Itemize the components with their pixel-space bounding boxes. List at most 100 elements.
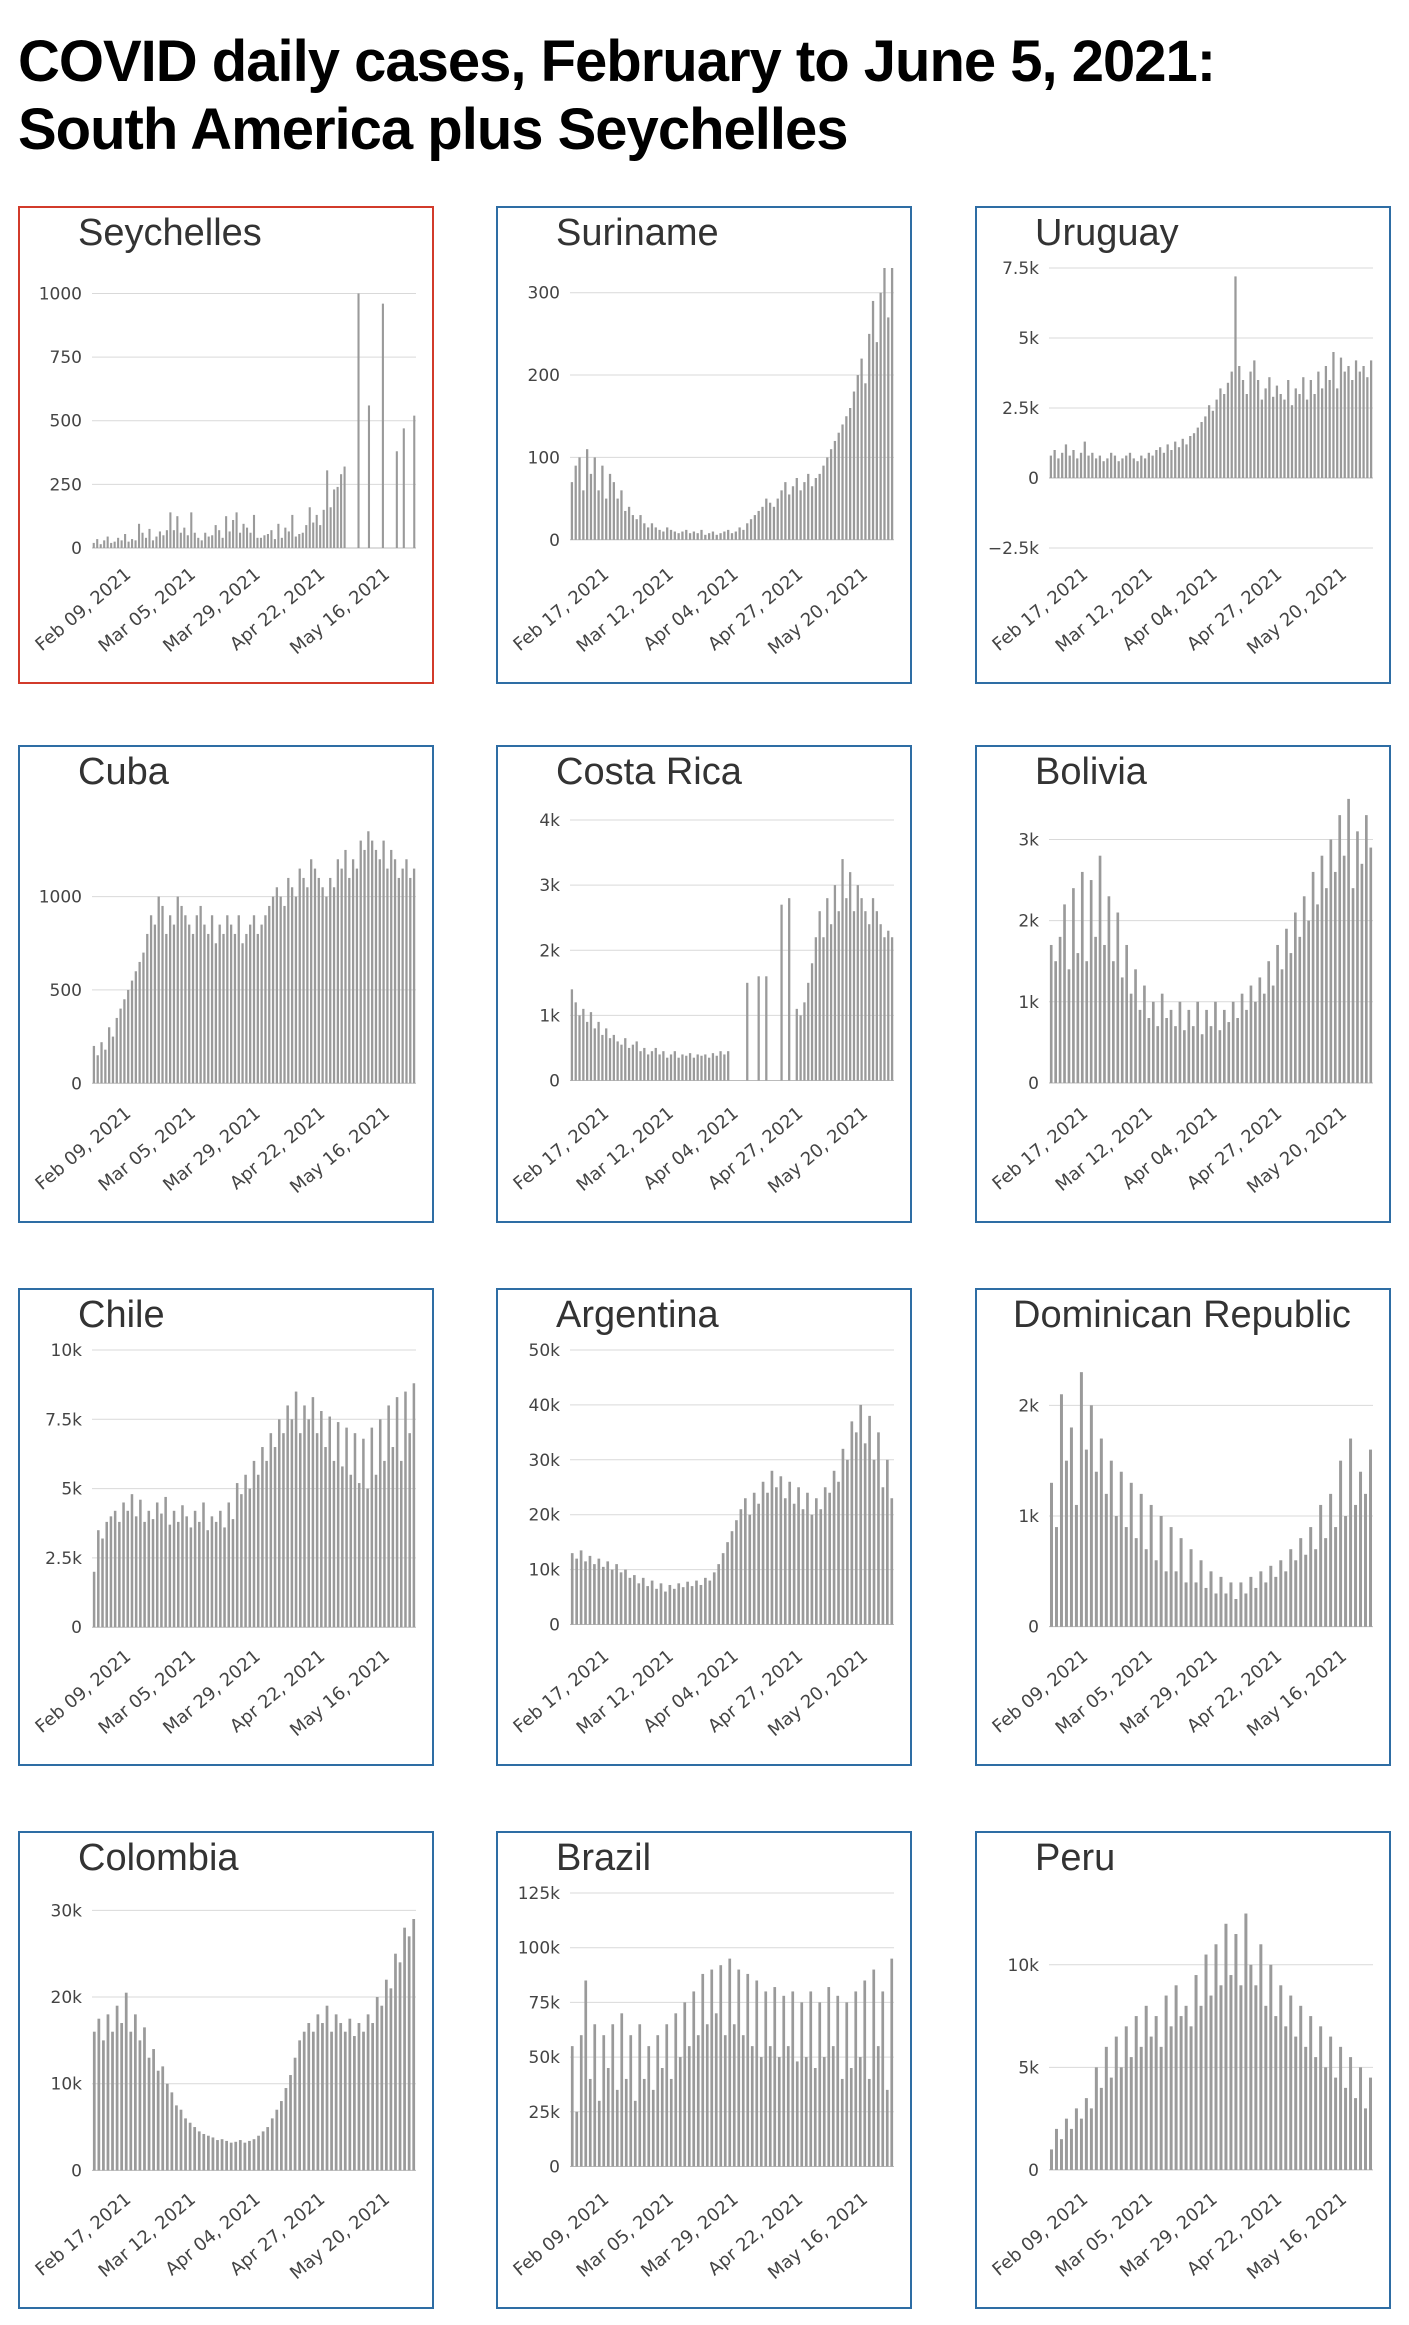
bar (1272, 396, 1275, 478)
bar (1236, 1018, 1239, 1083)
bar (401, 868, 404, 1084)
bar (1320, 855, 1324, 1083)
bar (810, 963, 814, 1081)
bar (97, 2018, 101, 2171)
bar (1294, 2036, 1298, 2170)
bar (1200, 422, 1203, 478)
bar (683, 2002, 687, 2167)
bar (643, 523, 646, 540)
bar (207, 933, 210, 1084)
bar (1222, 1009, 1226, 1083)
bar (144, 537, 148, 548)
bar (868, 1415, 871, 1625)
bar (348, 877, 351, 1084)
bar (624, 1569, 627, 1625)
bar (158, 531, 161, 548)
bar (868, 924, 871, 1081)
y-tick-label: 4k (539, 811, 560, 831)
bar (845, 898, 848, 1081)
chart-panel-colombia: 0 10k 20k 30k Feb 17, 2021 Mar 12, 2021 Apr 04… (18, 1831, 434, 2309)
bar (329, 877, 332, 1084)
bar (165, 933, 168, 1084)
bar (317, 877, 320, 1084)
bar (1068, 455, 1071, 478)
bar (605, 498, 608, 540)
bar (185, 1516, 188, 1628)
bar (1049, 2149, 1053, 2170)
bar (389, 1988, 393, 2171)
bar (658, 1054, 661, 1081)
bar (1231, 1001, 1235, 1083)
y-tick-label: 50k (529, 1341, 561, 1361)
bar (259, 537, 263, 548)
bar (1218, 1030, 1222, 1083)
bar (860, 358, 863, 540)
bar (872, 1969, 876, 2167)
bar (113, 1510, 117, 1628)
bar (696, 2035, 700, 2167)
bar (197, 2131, 201, 2171)
bar (186, 535, 189, 548)
bar (1304, 1554, 1308, 1627)
bar (809, 1991, 813, 2167)
bar (856, 375, 859, 540)
bar (597, 1021, 600, 1081)
bar (871, 898, 875, 1081)
bar (203, 924, 206, 1084)
y-tick-label: 7.5k (45, 1410, 82, 1430)
bar (1269, 1964, 1273, 2170)
bar (810, 1514, 814, 1625)
bar (1254, 1587, 1258, 1627)
bar (1214, 1593, 1218, 1627)
bar (1169, 1009, 1173, 1083)
bar (692, 1991, 696, 2167)
bar (1194, 1582, 1198, 1627)
bar (339, 2023, 343, 2171)
bar (263, 535, 266, 548)
bar (172, 924, 176, 1084)
bar (1274, 1576, 1278, 1627)
bar (1314, 2057, 1318, 2170)
bar (735, 1520, 738, 1625)
bar (890, 937, 894, 1081)
bar (96, 1055, 99, 1084)
bar (1054, 1527, 1058, 1627)
bar (291, 514, 294, 548)
bar (340, 868, 343, 1084)
bar (620, 490, 623, 540)
bar (791, 486, 795, 540)
bar (229, 2142, 233, 2171)
bar (1160, 993, 1164, 1083)
y-tick-label: 2.5k (1002, 399, 1039, 419)
bar (232, 520, 235, 548)
bar (1254, 1001, 1257, 1083)
bar (284, 527, 287, 548)
bar (890, 1958, 894, 2167)
bar (593, 1564, 596, 1625)
country-label: Cuba (78, 751, 169, 793)
bar (863, 1980, 867, 2167)
bar (1159, 1516, 1163, 1627)
bar (1227, 1022, 1231, 1083)
bar (788, 494, 791, 540)
bar (375, 1997, 379, 2171)
bar (1151, 1001, 1155, 1083)
country-label: Argentina (556, 1294, 719, 1336)
bar (770, 1470, 774, 1625)
bar (669, 1054, 673, 1081)
bar (757, 510, 760, 540)
y-tick-label: 20k (529, 1506, 561, 1526)
bar (1089, 1405, 1093, 1627)
y-tick-label: 30k (51, 1901, 83, 1921)
bar (1254, 1985, 1258, 2170)
bar (1238, 366, 1241, 478)
bar (1187, 1009, 1191, 1083)
bar (1084, 1449, 1088, 1627)
bar (106, 2014, 110, 2171)
bar (402, 428, 405, 548)
bar (666, 527, 669, 540)
y-tick-label: 3k (1018, 830, 1039, 850)
bar (1102, 461, 1105, 478)
bar (1289, 953, 1293, 1083)
